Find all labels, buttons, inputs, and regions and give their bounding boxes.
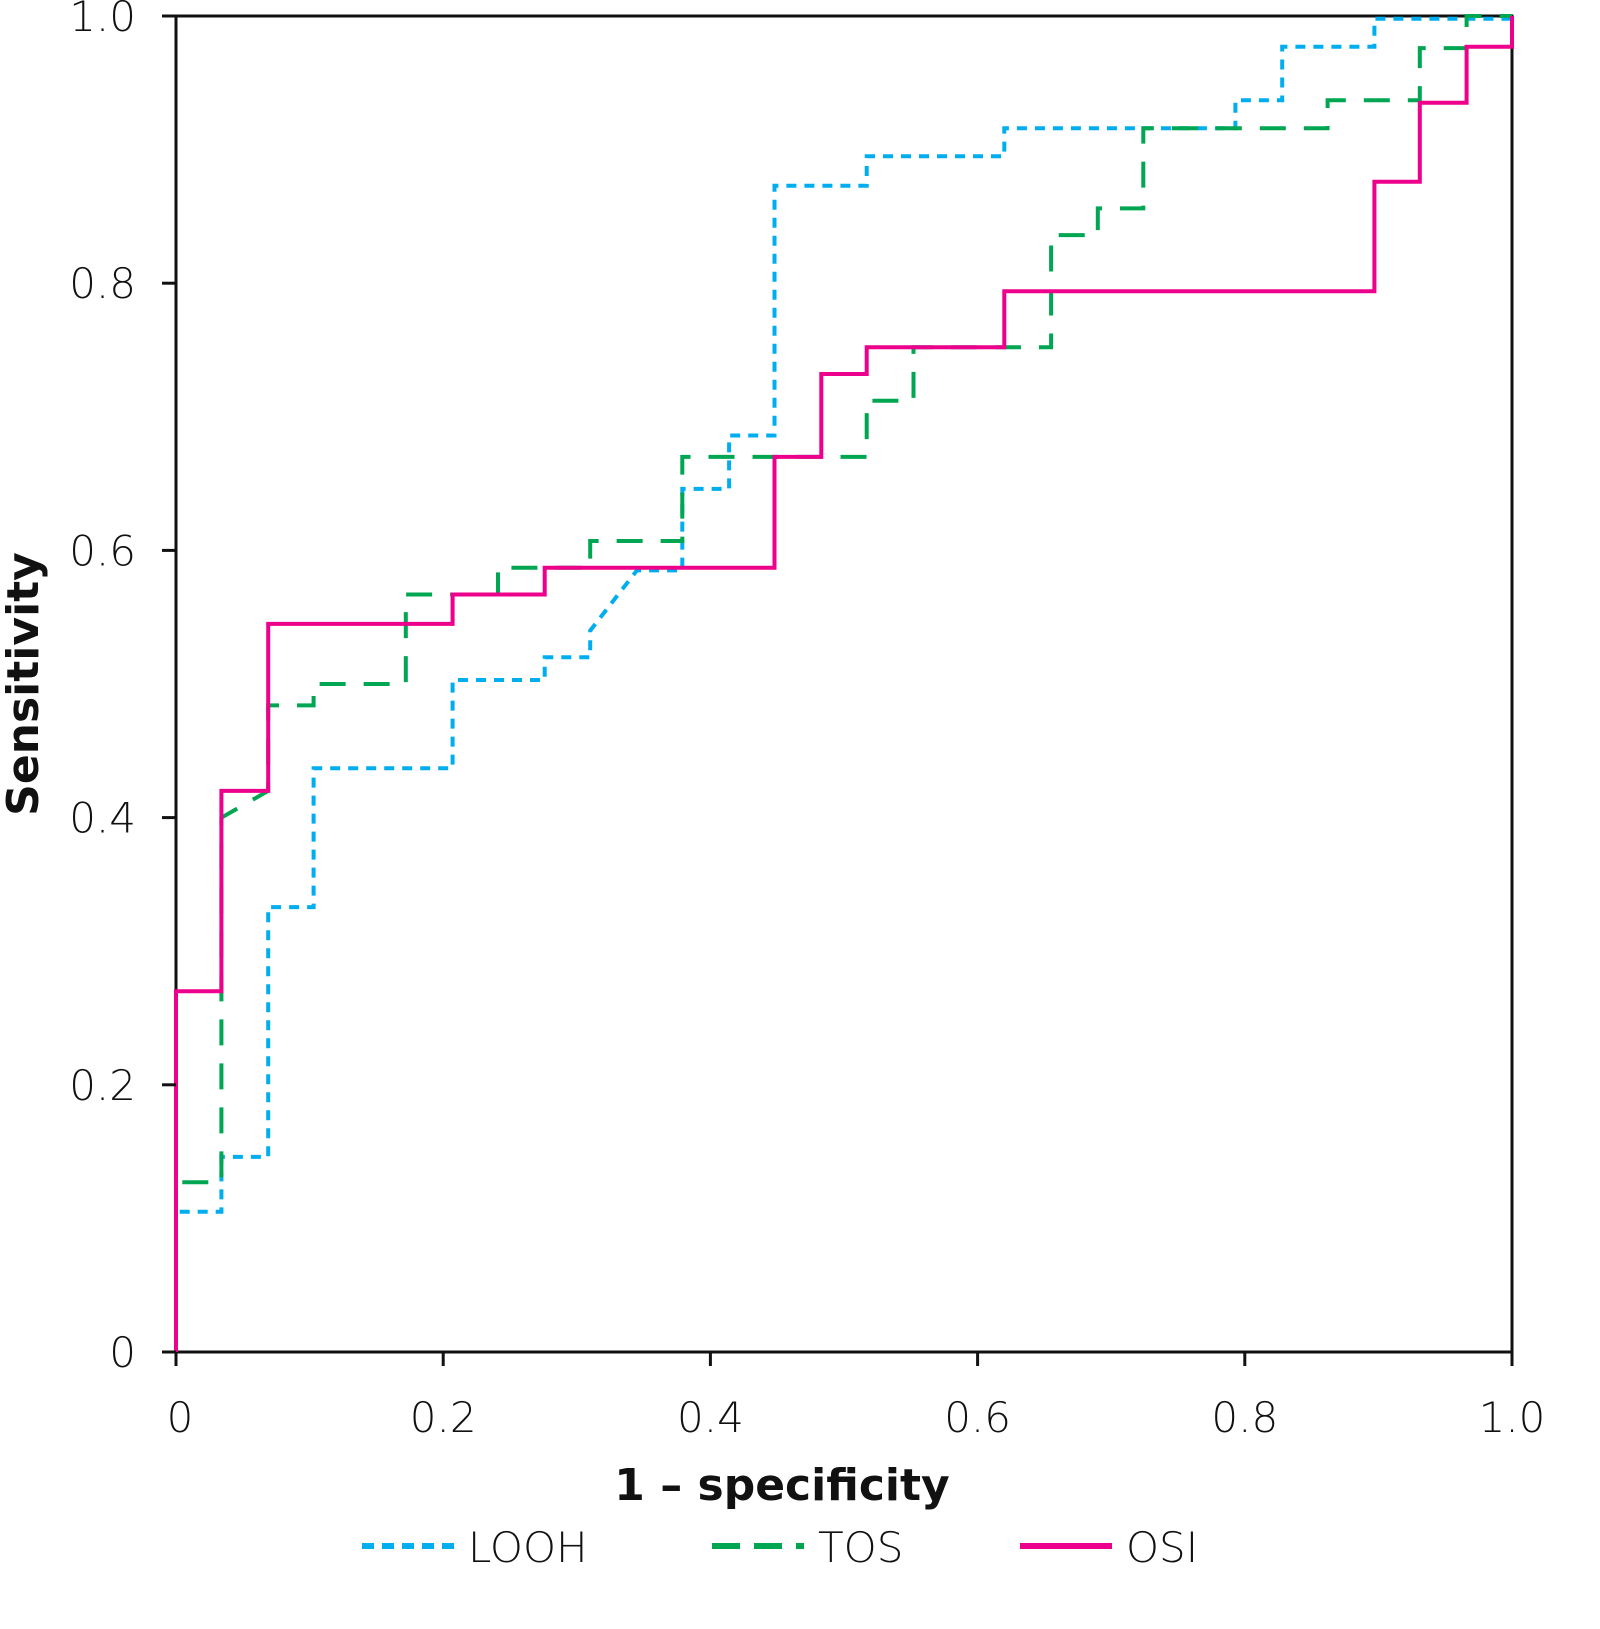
x-tick-label: 0.4 — [677, 1393, 744, 1442]
x-tick-label: 0.6 — [944, 1393, 1011, 1442]
legend: LOOH TOS OSI — [362, 1523, 1198, 1572]
y-axis-ticks: 0 0.2 0.4 0.6 0.8 1.0 — [69, 0, 176, 1377]
y-tick-label: 0.8 — [69, 259, 136, 308]
series-line-tos — [174, 14, 1512, 1352]
y-axis-label: Sensitivity — [0, 552, 49, 816]
series-layer — [174, 14, 1514, 1352]
y-tick-label: 0.2 — [69, 1061, 136, 1110]
series-line-osi — [174, 16, 1514, 1352]
legend-label-looh: LOOH — [468, 1523, 588, 1572]
series-line-looh — [174, 16, 1514, 1352]
plot-frame — [174, 14, 1514, 1354]
x-axis-ticks: 0 0.2 0.4 0.6 0.8 1.0 — [167, 1352, 1546, 1442]
legend-label-tos: TOS — [818, 1523, 903, 1572]
y-tick-label: 0 — [109, 1328, 136, 1377]
x-tick-label: 1.0 — [1479, 1393, 1546, 1442]
x-tick-label: 0.8 — [1211, 1393, 1278, 1442]
y-tick-label: 1.0 — [69, 0, 136, 41]
x-tick-label: 0 — [167, 1393, 194, 1442]
x-axis-label: 1 – specificity — [614, 1460, 949, 1511]
x-tick-label: 0.2 — [410, 1393, 477, 1442]
y-tick-label: 0.4 — [69, 794, 136, 843]
y-tick-label: 0.6 — [69, 526, 136, 575]
legend-label-osi: OSI — [1126, 1523, 1198, 1572]
